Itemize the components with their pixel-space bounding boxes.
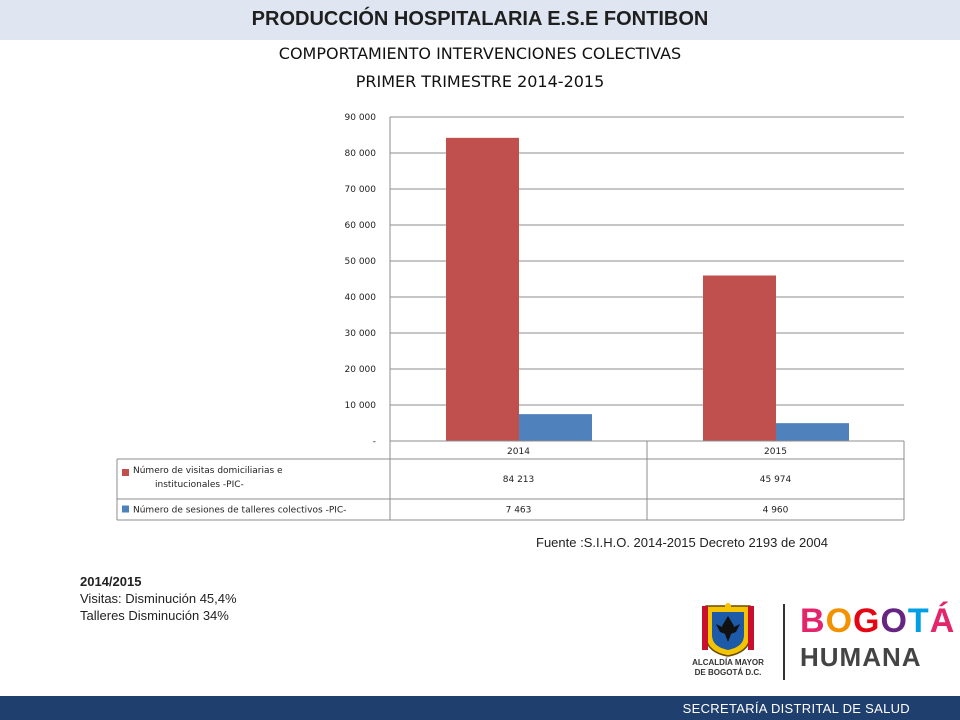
bogota-letter-3: O: [880, 602, 908, 640]
bogota-letter-1: O: [825, 602, 854, 640]
y-tick-label: 60 000: [345, 221, 377, 231]
bar: [519, 414, 592, 441]
legend-label: Número de visitas domiciliarias e: [133, 466, 283, 476]
page-subtitle-2: PRIMER TRIMESTRE 2014-2015: [355, 72, 605, 91]
notes-block: 2014/2015 Visitas: Disminución 45,4% Tal…: [80, 573, 237, 624]
data-label: 7 463: [506, 506, 532, 516]
legend-label: Número de sesiones de talleres colectivo…: [133, 506, 346, 516]
alcaldia-coat-of-arms-icon: [702, 603, 754, 657]
y-tick-label: 70 000: [345, 185, 377, 195]
source-note: Fuente :S.I.H.O. 2014-2015 Decreto 2193 …: [536, 535, 828, 550]
title-bar: PRODUCCIÓN HOSPITALARIA E.S.E FONTIBON: [0, 0, 960, 40]
legend-swatch: [122, 469, 129, 476]
x-tick-label: 2014: [507, 447, 530, 457]
data-label: 45 974: [760, 475, 792, 485]
bogota-letter-5: Á: [929, 602, 956, 640]
footer-bar: SECRETARÍA DISTRITAL DE SALUD: [0, 696, 960, 720]
page-title: PRODUCCIÓN HOSPITALARIA E.S.E FONTIBON: [251, 8, 709, 30]
bogota-letter-0: B: [800, 602, 826, 640]
footer-text: SECRETARÍA DISTRITAL DE SALUD: [682, 701, 910, 716]
data-label: 84 213: [503, 475, 535, 485]
data-label: 4 960: [763, 506, 789, 516]
bogota-humana-logo: BOGOTÁ: [800, 602, 955, 641]
y-tick-label: -: [373, 437, 376, 447]
y-tick-label: 10 000: [345, 401, 377, 411]
notes-line-visitas: Visitas: Disminución 45,4%: [80, 591, 237, 606]
legend-swatch: [122, 505, 129, 513]
bar: [446, 137, 519, 442]
notes-line-talleres: Talleres Disminución 34%: [80, 608, 229, 623]
y-tick-label: 20 000: [345, 365, 377, 375]
bogota-letter-2: G: [853, 602, 881, 640]
alcaldia-caption-line-2: DE BOGOTÁ D.C.: [694, 668, 762, 677]
y-tick-label: 90 000: [345, 113, 377, 123]
y-tick-label: 80 000: [345, 149, 377, 159]
bar: [703, 275, 776, 441]
alcaldia-caption-line-1: ALCALDÍA MAYOR: [692, 658, 764, 667]
x-tick-label: 2015: [764, 447, 787, 457]
logo-divider: [783, 604, 785, 680]
bar: [776, 423, 849, 441]
y-tick-label: 30 000: [345, 329, 377, 339]
y-tick-label: 50 000: [345, 257, 377, 267]
notes-heading: 2014/2015: [80, 574, 142, 589]
page-subtitle-1: COMPORTAMIENTO INTERVENCIONES COLECTIVAS: [278, 44, 682, 63]
bogota-letter-4: T: [907, 602, 930, 640]
humana-word: HUMANA: [800, 642, 922, 672]
legend-label: institucionales -PIC-: [155, 480, 244, 490]
y-tick-label: 40 000: [345, 293, 377, 303]
